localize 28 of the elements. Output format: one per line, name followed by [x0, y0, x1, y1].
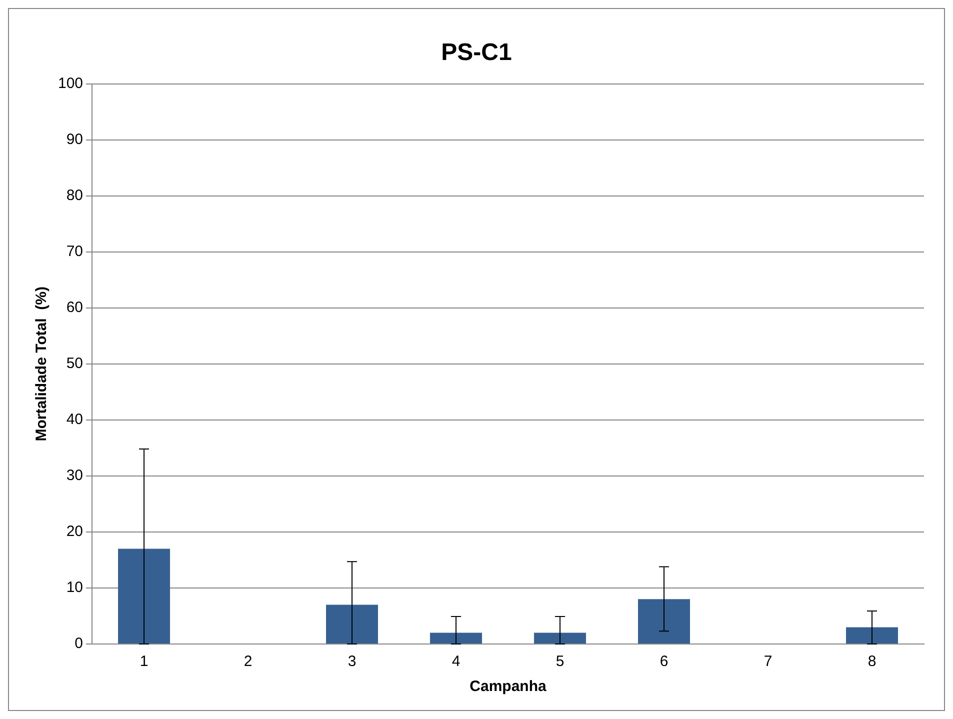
y-tick-label: 50 — [66, 355, 84, 372]
x-tick-label: 4 — [452, 653, 460, 670]
y-tick-label: 20 — [66, 523, 84, 540]
y-tick-label: 0 — [74, 635, 84, 652]
x-axis-title: Campanha — [470, 678, 548, 696]
bar — [430, 632, 482, 644]
x-tick-label: 6 — [660, 653, 668, 670]
bar — [638, 599, 690, 644]
bar — [118, 548, 170, 644]
y-tick-label: 80 — [66, 186, 84, 204]
y-tick-label: 30 — [66, 467, 84, 484]
y-tick-label: 70 — [66, 243, 84, 260]
y-axis-title: Mortalidade Total (%) — [33, 286, 50, 442]
y-tick-label: 90 — [66, 130, 84, 148]
x-tick-label: 3 — [348, 653, 356, 670]
bar — [846, 627, 898, 644]
x-tick-label: 7 — [764, 653, 772, 670]
y-tick-label: 40 — [66, 411, 84, 428]
x-tick-label: 2 — [244, 653, 252, 670]
x-tick-label: 8 — [868, 653, 876, 670]
y-tick-label: 60 — [66, 299, 84, 316]
y-tick-label: 100 — [58, 74, 84, 92]
bar — [326, 604, 378, 644]
x-tick-label: 5 — [556, 653, 564, 670]
y-tick-label: 10 — [66, 579, 84, 596]
chart-title: PS-C1 — [441, 39, 512, 66]
x-tick-label: 1 — [140, 653, 148, 670]
bar — [534, 632, 586, 644]
